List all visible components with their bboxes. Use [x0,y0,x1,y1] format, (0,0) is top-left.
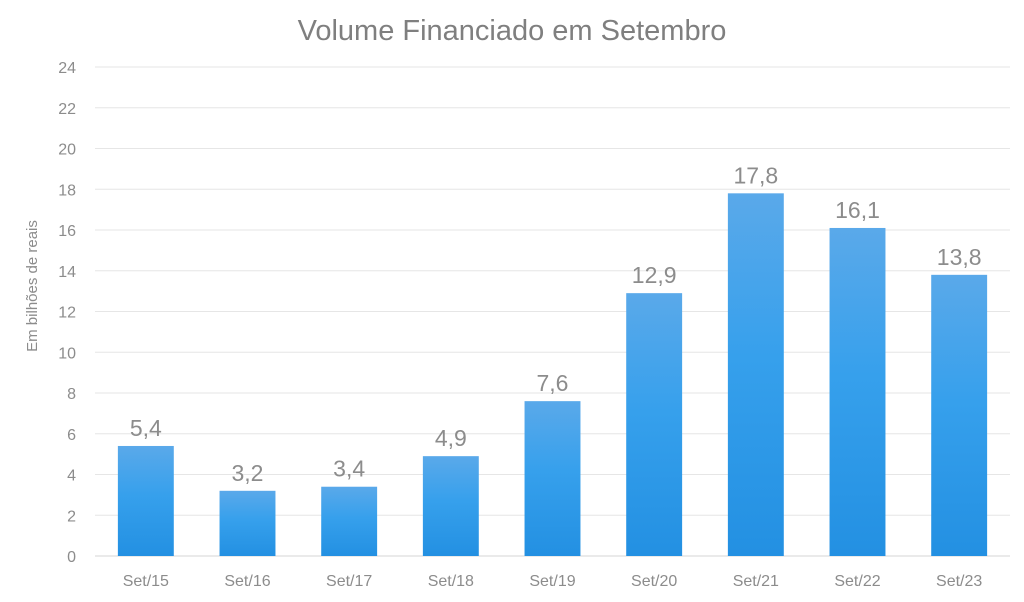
data-label: 3,2 [232,460,264,486]
bar [829,227,886,556]
y-tick-label: 12 [58,305,76,322]
x-tick-label: Set/18 [428,573,474,590]
data-label: 16,1 [835,197,880,223]
x-tick-label: Set/22 [834,573,880,590]
x-tick-label: Set/17 [326,573,372,590]
data-label: 13,8 [937,244,982,270]
y-tick-label: 22 [58,101,76,118]
y-tick-label: 0 [67,549,76,566]
data-label: 4,9 [435,425,467,451]
y-tick-label: 14 [58,264,76,281]
y-tick-label: 2 [67,508,76,525]
x-tick-label: Set/19 [529,573,575,590]
data-label: 12,9 [632,262,677,288]
x-axis-ticks: Set/15 Set/16 Set/17 Set/18 Set/19 Set/20 Set/… [123,573,983,590]
x-tick-label: Set/15 [123,573,169,590]
bar [524,401,581,556]
bar [626,293,683,556]
bar [422,456,479,556]
data-label: 7,6 [537,370,569,396]
y-tick-label: 8 [67,386,76,403]
y-tick-label: 4 [67,468,76,485]
x-tick-label: Set/21 [733,573,779,590]
chart-title: Volume Financiado em Setembro [298,15,727,47]
data-label: 5,4 [130,415,162,441]
bar [219,490,276,556]
y-tick-label: 20 [58,142,76,159]
data-labels: 5,4 3,2 3,4 4,9 7,6 12,9 17,8 16,1 13,8 [130,162,982,485]
y-axis-label: Em bilhões de reais [24,220,41,352]
y-tick-label: 16 [58,223,76,240]
data-label: 3,4 [333,456,365,482]
y-tick-label: 18 [58,182,76,199]
bar [727,193,784,556]
data-label: 17,8 [733,162,778,188]
bar [931,274,988,556]
x-tick-label: Set/23 [936,573,982,590]
y-tick-label: 24 [58,60,76,77]
bars [117,193,988,556]
x-tick-label: Set/20 [631,573,677,590]
y-tick-label: 6 [67,427,76,444]
y-tick-label: 10 [58,345,76,362]
bar [117,445,174,556]
bar [321,486,378,556]
x-tick-label: Set/16 [224,573,270,590]
grid-lines [95,66,1010,557]
